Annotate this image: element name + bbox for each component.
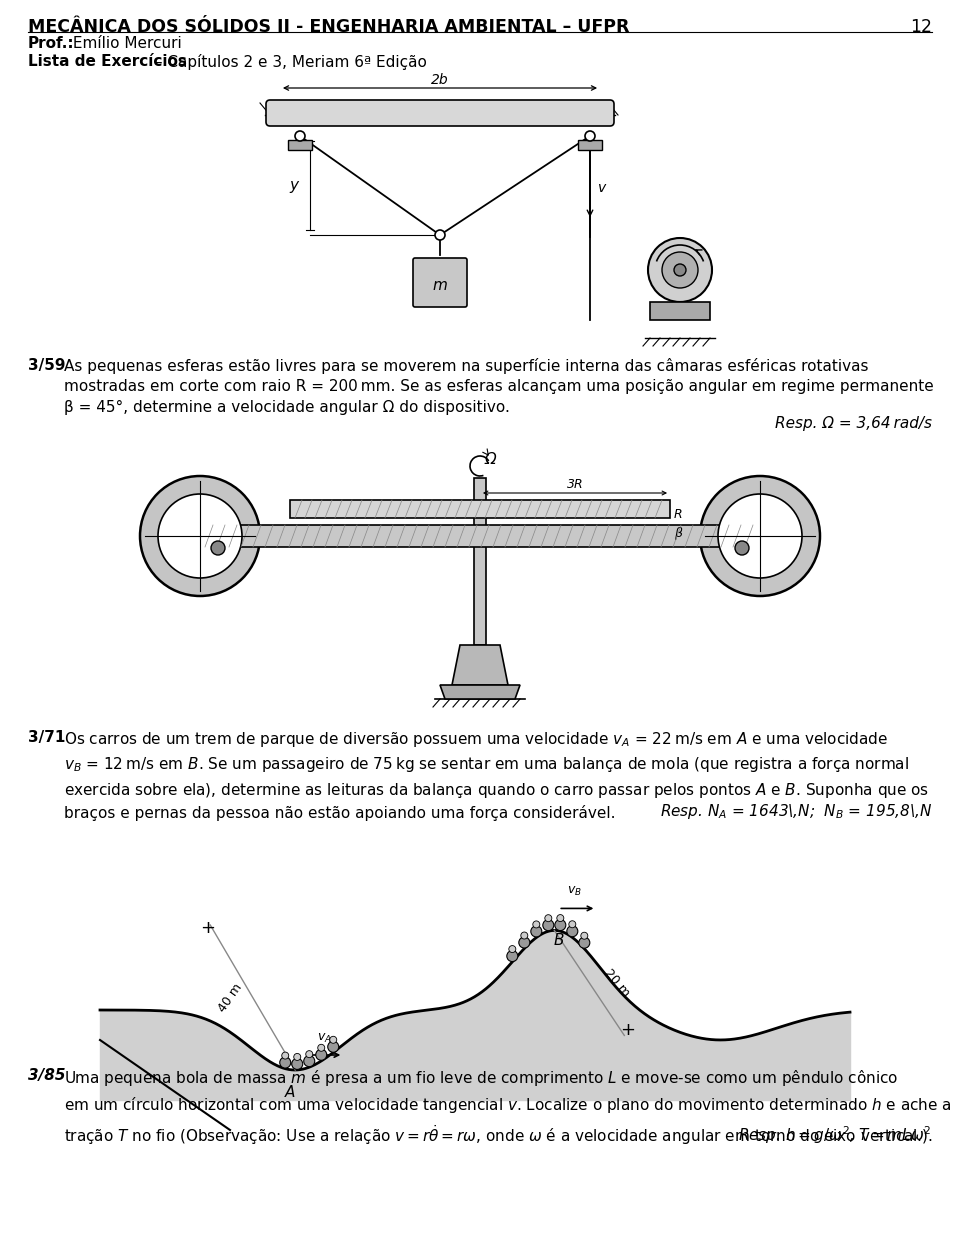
Text: 2b: 2b [431, 73, 449, 87]
Text: Ω: Ω [485, 452, 496, 467]
FancyBboxPatch shape [578, 140, 602, 150]
Polygon shape [440, 685, 520, 699]
Text: Prof.:: Prof.: [28, 36, 75, 51]
Circle shape [292, 1058, 302, 1070]
Text: Uma pequena bola de massa $m$ é presa a um fio leve de comprimento $L$ e move-se: Uma pequena bola de massa $m$ é presa a … [64, 1068, 951, 1148]
FancyBboxPatch shape [650, 302, 710, 319]
Circle shape [435, 230, 445, 240]
Text: 3/85: 3/85 [28, 1068, 65, 1083]
Text: 3/59: 3/59 [28, 358, 65, 373]
Text: Resp. $h = g/\omega^2$, $T = mL\omega^2$: Resp. $h = g/\omega^2$, $T = mL\omega^2$ [738, 1124, 932, 1145]
Circle shape [507, 951, 517, 962]
Circle shape [211, 541, 225, 555]
Text: β: β [674, 526, 682, 540]
Circle shape [327, 1041, 339, 1052]
Polygon shape [452, 645, 508, 685]
Text: Emílio Mercuri: Emílio Mercuri [68, 36, 181, 51]
Circle shape [509, 946, 516, 952]
FancyBboxPatch shape [266, 100, 614, 126]
Text: +: + [200, 919, 215, 937]
Text: $v_A$: $v_A$ [317, 1032, 331, 1045]
Circle shape [316, 1050, 326, 1060]
Text: $v_B$: $v_B$ [567, 885, 582, 899]
FancyBboxPatch shape [288, 140, 312, 150]
Circle shape [585, 131, 595, 141]
Text: 3/71: 3/71 [28, 730, 65, 745]
Text: Resp. $N_A$ = 1643\,N;  $N_B$ = 195,8\,N: Resp. $N_A$ = 1643\,N; $N_B$ = 195,8\,N [660, 802, 932, 821]
Circle shape [648, 238, 712, 302]
Text: +: + [620, 1021, 635, 1040]
Circle shape [533, 921, 540, 928]
Text: Resp. Ω = 3,64 rad/s: Resp. Ω = 3,64 rad/s [775, 416, 932, 431]
Circle shape [542, 920, 554, 931]
Circle shape [700, 475, 820, 595]
Text: 12: 12 [910, 19, 932, 36]
Circle shape [735, 541, 749, 555]
Circle shape [303, 1056, 315, 1067]
Circle shape [566, 926, 578, 937]
Circle shape [718, 494, 802, 578]
Circle shape [318, 1045, 324, 1051]
Circle shape [281, 1052, 289, 1058]
Circle shape [674, 264, 686, 276]
Text: Os carros de um trem de parque de diversão possuem uma velocidade $v_A$ = 22 m/s: Os carros de um trem de parque de divers… [64, 730, 929, 822]
Text: m: m [433, 279, 447, 293]
Text: A: A [285, 1084, 296, 1101]
Circle shape [555, 920, 565, 931]
Text: 20 m: 20 m [601, 967, 632, 999]
Text: B: B [554, 933, 564, 948]
Circle shape [279, 1057, 291, 1068]
Circle shape [521, 932, 528, 940]
FancyBboxPatch shape [474, 478, 486, 645]
Circle shape [305, 1051, 313, 1057]
Circle shape [140, 475, 260, 595]
Text: Lista de Exercícios: Lista de Exercícios [28, 54, 187, 69]
Circle shape [557, 915, 564, 921]
Text: 3R: 3R [566, 478, 584, 491]
Circle shape [518, 937, 530, 948]
Circle shape [662, 253, 698, 288]
Circle shape [545, 915, 552, 921]
Text: R: R [674, 509, 683, 521]
Text: As pequenas esferas estão livres para se moverem na superfície interna das câmar: As pequenas esferas estão livres para se… [64, 358, 934, 415]
Circle shape [295, 131, 305, 141]
Circle shape [329, 1036, 337, 1044]
Circle shape [569, 921, 576, 927]
Circle shape [294, 1054, 300, 1061]
Circle shape [581, 932, 588, 940]
Text: 40 m: 40 m [216, 980, 245, 1014]
Circle shape [579, 937, 589, 948]
Text: v: v [598, 181, 607, 196]
Text: y: y [289, 178, 298, 193]
Text: – Capítulos 2 e 3, Meriam 6ª Edição: – Capítulos 2 e 3, Meriam 6ª Edição [150, 54, 427, 71]
FancyBboxPatch shape [290, 500, 670, 517]
FancyBboxPatch shape [413, 258, 467, 307]
Circle shape [158, 494, 242, 578]
Circle shape [531, 926, 541, 937]
FancyBboxPatch shape [200, 525, 760, 547]
Text: MECÂNICA DOS SÓLIDOS II - ENGENHARIA AMBIENTAL – UFPR: MECÂNICA DOS SÓLIDOS II - ENGENHARIA AMB… [28, 19, 630, 36]
